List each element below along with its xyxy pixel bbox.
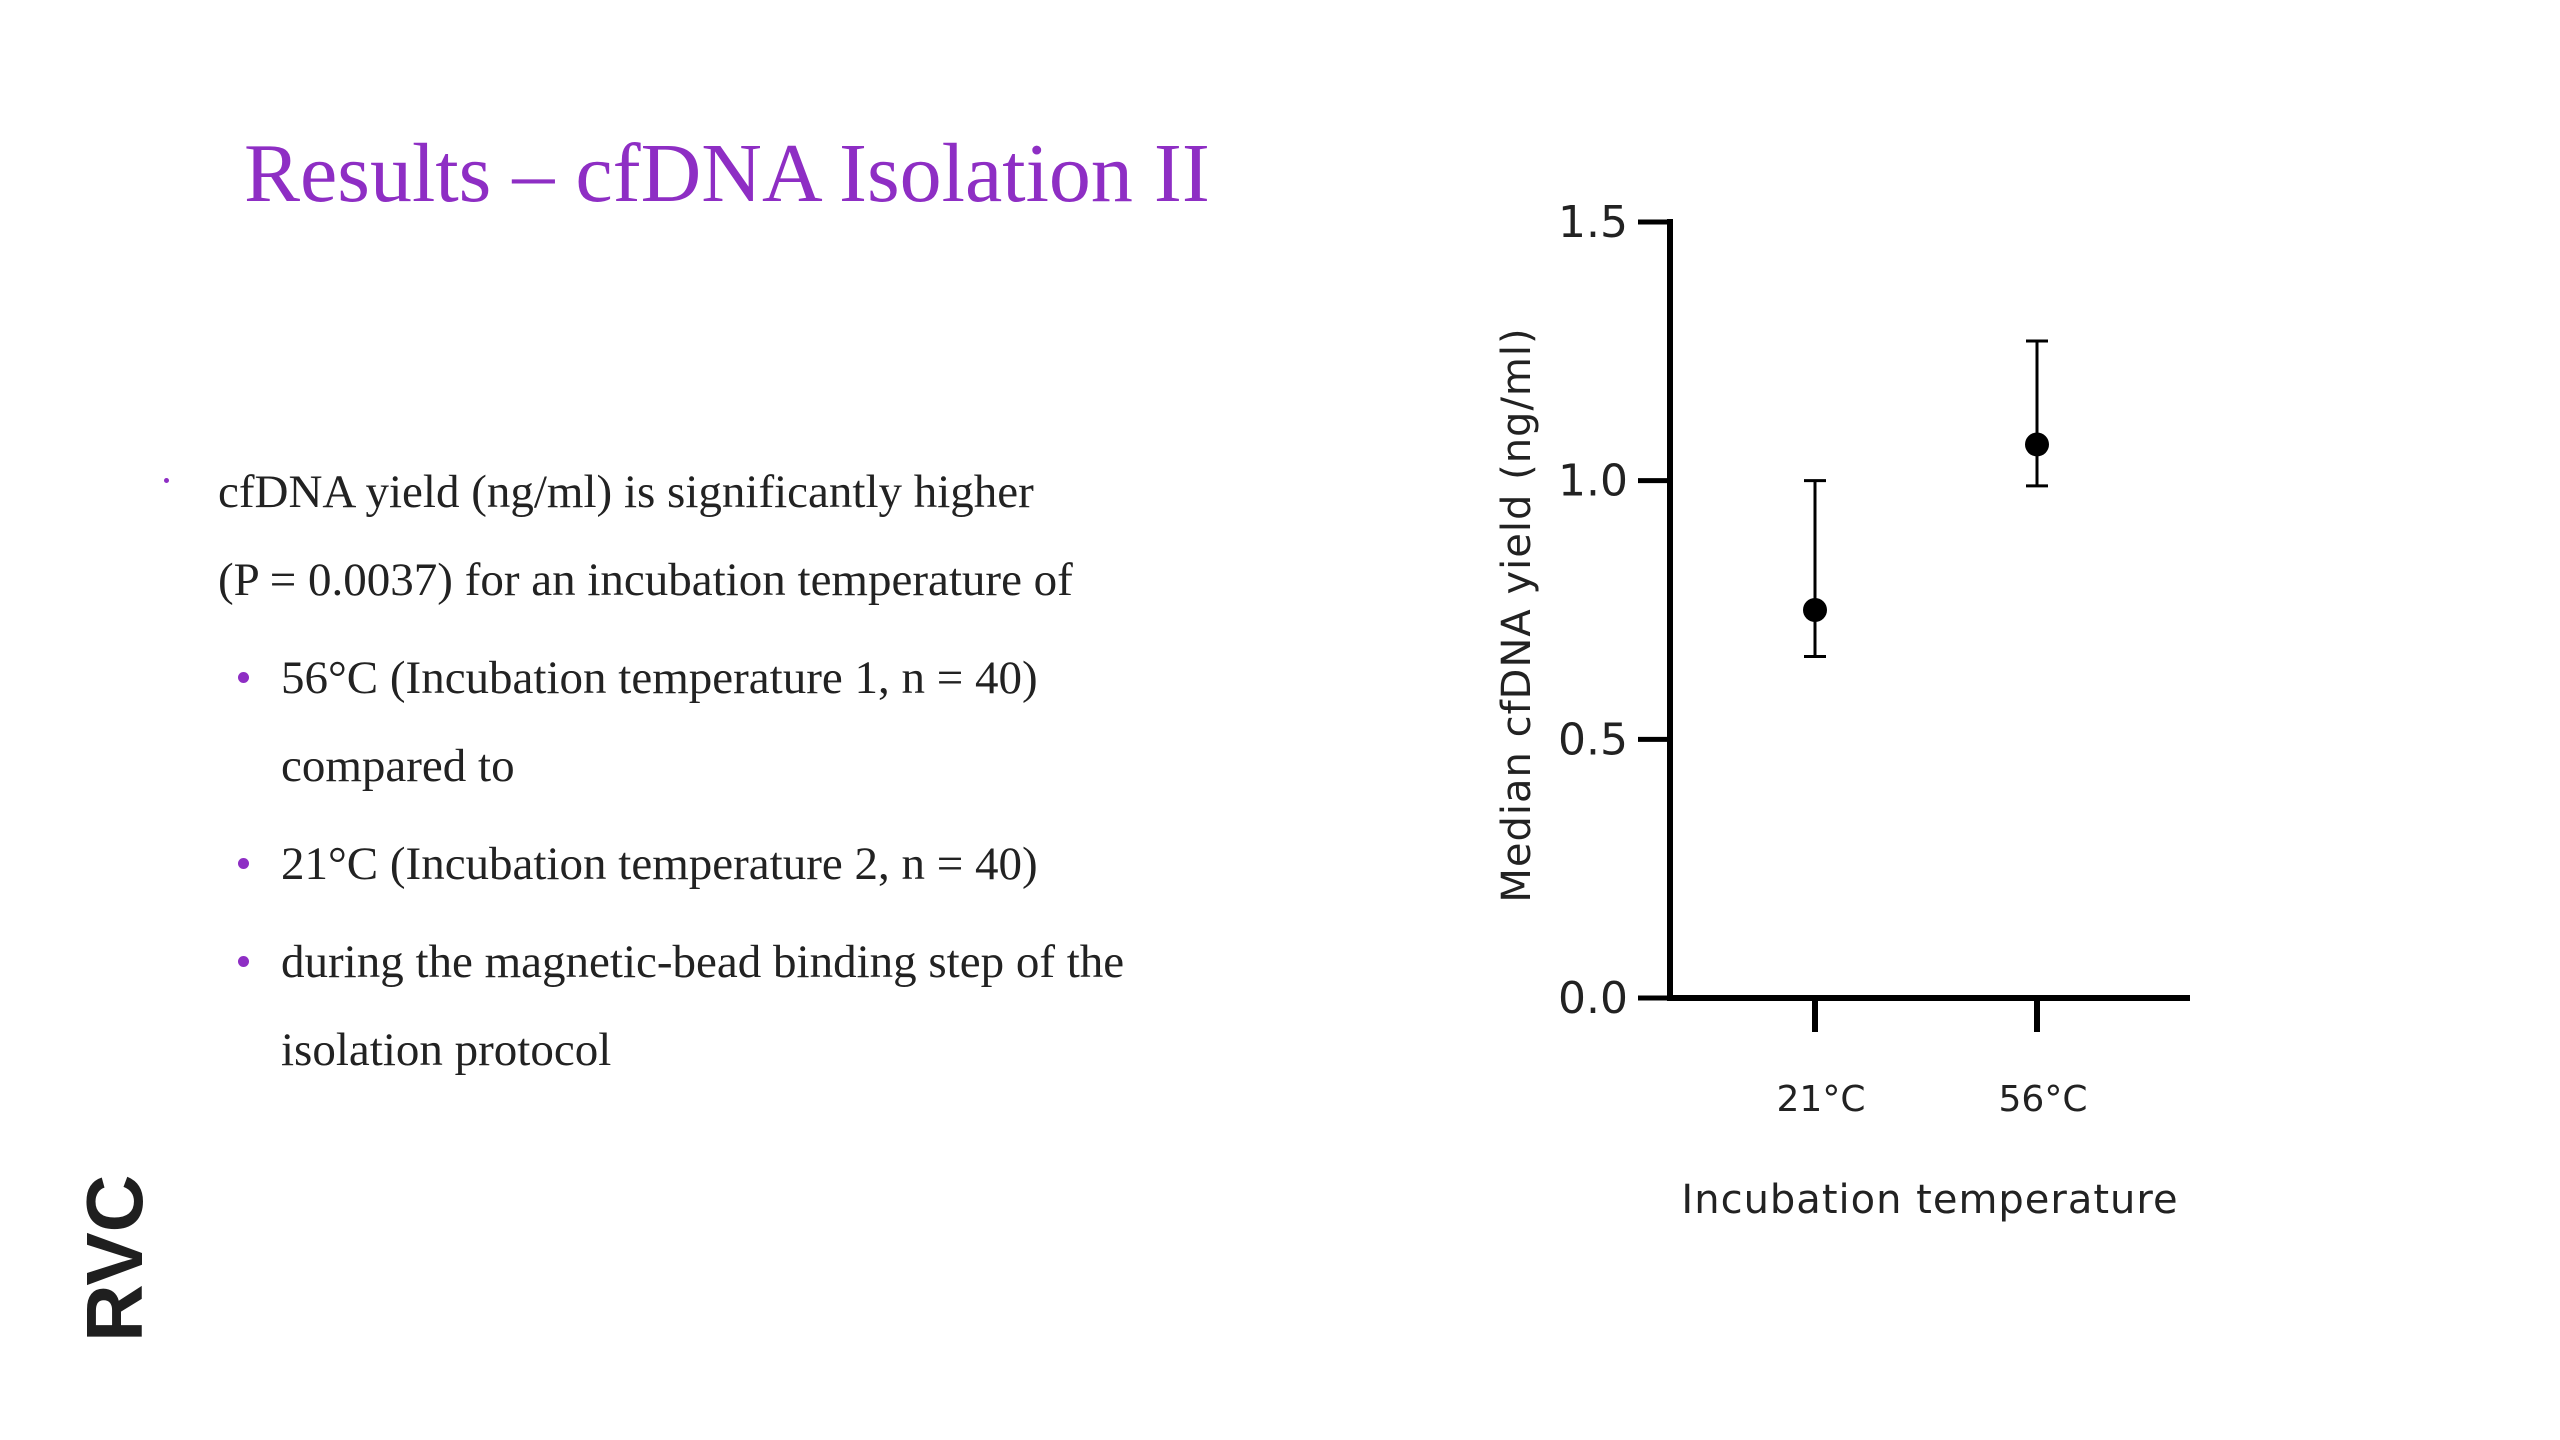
sub-bullet-item: during the magnetic-bead binding step of… [150,918,1300,1094]
sub-bullet-marker-icon [238,858,249,869]
x-axis-title: Incubation temperature [1681,1177,2178,1223]
y-axis-title: Median cfDNA yield (ng/ml) [1494,327,1540,902]
data-point [1803,598,1827,622]
bullet-marker-icon [164,478,169,483]
bullet-line: during the magnetic-bead binding step of… [281,936,1125,988]
sub-bullet-item: 56°C (Incubation temperature 1, n = 40) … [150,634,1300,810]
sub-bullet-item: 21°C (Incubation temperature 2, n = 40) [150,820,1300,908]
chart: 0.0 0.5 1.0 1.5 21°C 56°C Incubation temperatu… [1494,197,2190,1223]
x-tick-label: 21°C [1777,1079,1866,1120]
slide-title: Results – cfDNA Isolation II [244,127,1210,220]
rvc-logo: RVC [70,1175,154,1342]
data-point [2025,432,2049,457]
bullet-line: cfDNA yield (ng/ml) is significantly hig… [218,466,1034,518]
y-tick-label: 0.5 [1558,714,1628,765]
bullet-line: isolation protocol [281,1024,612,1076]
bullet-line: (P = 0.0037) for an incubation temperatu… [218,554,1073,606]
sub-bullet-marker-icon [238,956,249,967]
bullet-line: 56°C (Incubation temperature 1, n = 40) [281,652,1038,704]
y-tick-label: 0.0 [1558,973,1628,1024]
y-tick-label: 1.0 [1558,456,1628,507]
sub-bullet-marker-icon [238,672,249,683]
y-tick-label: 1.5 [1558,197,1628,248]
bullet-line: compared to [281,740,515,792]
x-tick-label: 56°C [1999,1079,2088,1120]
bullet-item: cfDNA yield (ng/ml) is significantly hig… [150,448,1300,624]
bullet-list: cfDNA yield (ng/ml) is significantly hig… [150,448,1300,1104]
bullet-line: 21°C (Incubation temperature 2, n = 40) [281,838,1038,890]
rvc-logo-text: RVC [70,1175,154,1342]
